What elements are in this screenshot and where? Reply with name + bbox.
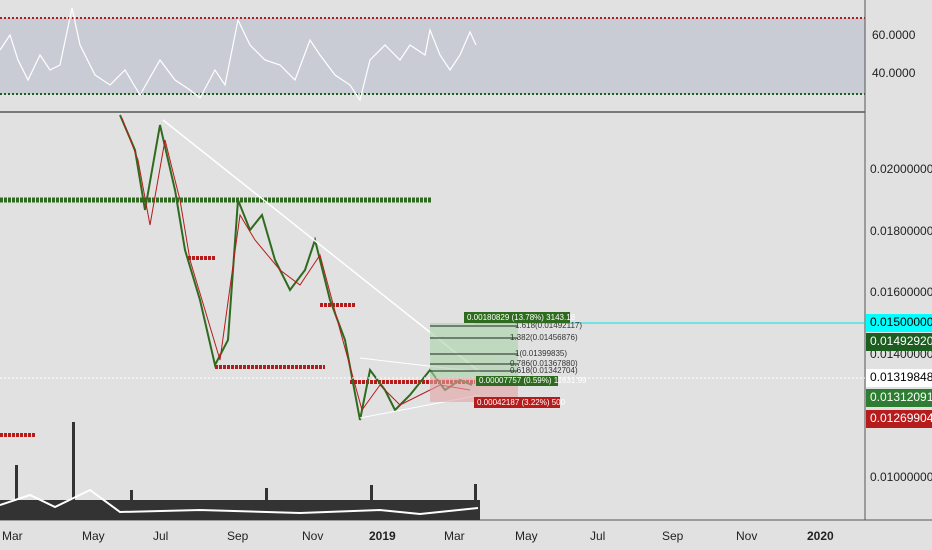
label-bg (474, 397, 560, 408)
fib-lines (430, 325, 518, 372)
profit-zone (430, 323, 518, 378)
price-line-down (121, 117, 471, 412)
price-axis-label: 0.02000000 (870, 162, 932, 176)
price-axis-label: 0.01000000 (870, 470, 932, 484)
time-axis-label: Nov (736, 529, 757, 543)
time-axis-label: May (515, 529, 538, 543)
time-axis-label: 2020 (807, 529, 834, 543)
price-axis-label: 0.01600000 (870, 285, 932, 299)
tag-bg (866, 410, 932, 428)
rsi-axis-label: 60.0000 (872, 28, 916, 42)
time-axis-label: Nov (302, 529, 323, 543)
price-tag: 0.01492920 (870, 334, 932, 348)
time-axis-label: Mar (444, 529, 465, 543)
tag-bg (866, 389, 932, 407)
tag-bg (866, 314, 932, 332)
tag-bg (866, 333, 932, 351)
price-tag: 0.01312091 (870, 390, 932, 404)
volume-ma (0, 488, 479, 516)
time-axis-label: Mar (2, 529, 23, 543)
time-axis-label: Sep (662, 529, 684, 543)
price-tag: 0.01500000 (870, 315, 932, 329)
rsi-band (0, 18, 865, 94)
volume (0, 422, 480, 520)
time-axis-label: Jul (590, 529, 605, 543)
price-axis-label: 0.01800000 (870, 224, 932, 238)
price-tag: 0.01319848 (870, 370, 932, 384)
time-axis-label: Jul (153, 529, 168, 543)
fib-label: 1.382(0.01456876) (510, 333, 578, 342)
target-label: 0.00180829 (13.78%) 3143.18 (467, 313, 576, 322)
fib-label: 0.786(0.01367880) (510, 359, 578, 368)
price-line (119, 114, 473, 421)
time-axis-label: Sep (227, 529, 249, 543)
stop-label: 0.00042187 (3.22%) 500 (477, 398, 566, 407)
fib-label: 1.618(0.01492117) (515, 321, 582, 330)
trend-line (162, 119, 481, 373)
rsi-line (0, 7, 477, 102)
time-axis-label: May (82, 529, 105, 543)
label-bg (464, 312, 570, 323)
entry-label: 0.00007757 (0.59%) 11631.99 (479, 376, 587, 385)
price-tag: 0.01269904 (870, 411, 932, 425)
rsi-axis-label: 40.0000 (872, 66, 916, 80)
fib-label: 1(0.01399835) (515, 349, 567, 358)
time-axis-label: 2019 (369, 529, 396, 543)
tag-bg (866, 369, 932, 387)
label-bg (476, 376, 558, 386)
fib-label: 0.618(0.01342704) (510, 366, 578, 375)
